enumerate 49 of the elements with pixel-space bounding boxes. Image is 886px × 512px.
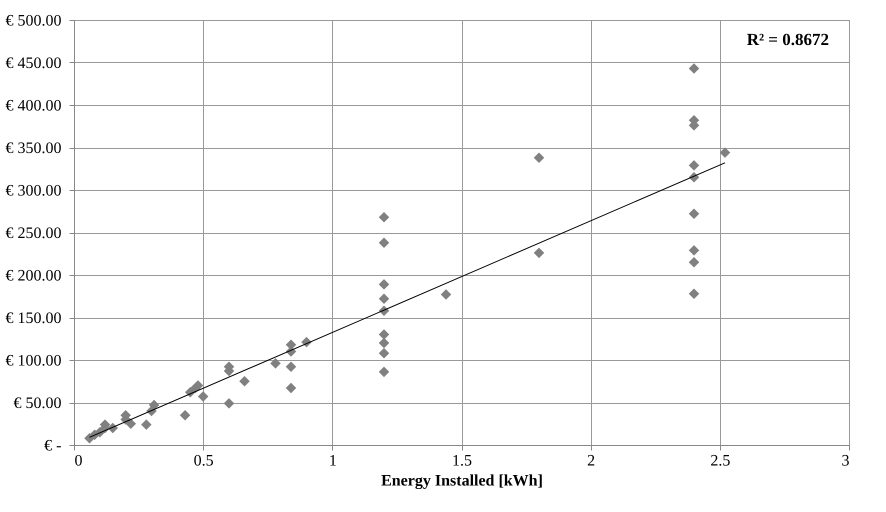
point: [378, 212, 390, 222]
point: [378, 294, 390, 304]
point: [239, 376, 250, 386]
point: [378, 366, 390, 378]
y-tick-label: € 150.00: [6, 310, 62, 327]
y-tick-label: € -: [44, 438, 62, 454]
point: [440, 289, 452, 300]
point: [286, 382, 296, 394]
point: [286, 362, 296, 372]
y-tick-label: € 100.00: [6, 352, 62, 370]
x-tick-label: 1.5: [452, 452, 472, 470]
y-tick-label: € 300.00: [6, 182, 62, 200]
y-tick-label: € 450.00: [6, 55, 62, 72]
point: [688, 160, 700, 171]
y-tick-label: € 500.00: [6, 12, 62, 30]
point: [534, 248, 544, 258]
point: [378, 348, 390, 358]
point: [688, 63, 700, 74]
x-tick-label: 2: [587, 452, 596, 470]
y-tick-label: € 250.00: [6, 225, 62, 242]
point: [534, 152, 544, 163]
x-axis-title: Energy Installed [kWh]: [381, 472, 543, 490]
point: [688, 208, 700, 220]
point: [141, 419, 152, 430]
point: [270, 358, 281, 369]
point: [180, 410, 190, 420]
y-tick-label: € 50.00: [14, 395, 62, 412]
point: [688, 257, 700, 268]
point: [378, 237, 390, 248]
point: [126, 418, 136, 429]
x-tick-label: 0: [74, 452, 82, 470]
point: [198, 391, 208, 402]
point: [720, 147, 730, 158]
annotation: R² = 0.8672: [746, 30, 829, 49]
x-tick-label: 1: [328, 452, 337, 470]
point: [378, 338, 390, 348]
x-tick-label: 2.5: [710, 452, 730, 470]
y-tick-label: € 400.00: [6, 98, 62, 114]
x-tick-label: 0.5: [194, 452, 214, 470]
point: [148, 400, 160, 410]
point: [378, 329, 390, 340]
y-tick-label: € 200.00: [6, 268, 62, 284]
point: [192, 380, 204, 391]
point: [378, 279, 390, 290]
point: [688, 245, 700, 256]
y-tick-label: € 350.00: [6, 140, 62, 157]
x-tick-label: 3: [842, 452, 850, 470]
point: [224, 398, 234, 409]
point: [688, 288, 700, 299]
